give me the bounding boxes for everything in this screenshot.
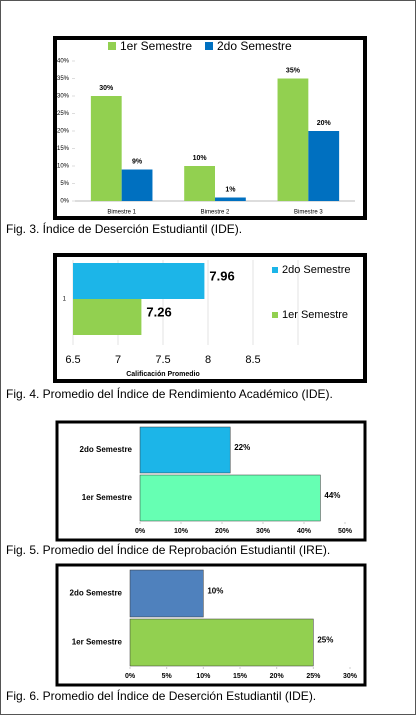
value-label: 30% bbox=[99, 85, 114, 92]
caption: Fig. 3. Índice de Deserción Estudiantil … bbox=[6, 221, 242, 236]
legend-swatch bbox=[205, 42, 213, 50]
caption: Fig. 6. Promedio del Índice de Deserción… bbox=[6, 688, 316, 703]
value-label: 10% bbox=[193, 155, 208, 162]
x-tick-label: 25% bbox=[306, 673, 321, 680]
bar bbox=[129, 618, 314, 667]
y-tick-label: 1er Semestre bbox=[72, 638, 123, 647]
x-tick-label: 6.5 bbox=[65, 354, 80, 366]
x-axis-label: Calificación Promedio bbox=[126, 371, 200, 378]
x-tick-label: Bimestre 3 bbox=[294, 210, 323, 216]
legend-label: 2do Semestre bbox=[282, 264, 350, 276]
bar bbox=[139, 426, 231, 474]
x-tick-label: 8.5 bbox=[245, 354, 260, 366]
y-tick-label: 40% bbox=[57, 59, 70, 65]
y-tick-label: 35% bbox=[57, 76, 70, 82]
value-label: 9% bbox=[132, 158, 143, 165]
bar bbox=[184, 166, 215, 201]
x-tick-label: 15% bbox=[233, 673, 248, 680]
x-tick-label: 30% bbox=[256, 528, 271, 535]
y-tick-label: 10% bbox=[57, 164, 70, 170]
x-tick-label: 40% bbox=[297, 528, 312, 535]
value-label: 7.26 bbox=[146, 304, 171, 319]
legend-swatch bbox=[272, 312, 278, 318]
bar bbox=[129, 569, 204, 618]
caption: Fig. 4. Promedio del Índice de Rendimien… bbox=[6, 386, 333, 401]
value-label: 10% bbox=[207, 587, 223, 596]
x-tick-label: 7.5 bbox=[155, 354, 170, 366]
y-tick-label: 20% bbox=[57, 129, 70, 135]
bar bbox=[215, 197, 246, 201]
value-label: 35% bbox=[286, 67, 301, 74]
y-tick-label: 1 bbox=[63, 297, 67, 303]
x-tick-label: Bimestre 1 bbox=[107, 210, 136, 216]
legend-swatch bbox=[108, 42, 116, 50]
y-tick-label: 2do Semestre bbox=[80, 445, 133, 454]
value-label: 7.96 bbox=[209, 268, 234, 283]
value-label: 1% bbox=[225, 186, 236, 193]
y-tick-label: 15% bbox=[57, 146, 70, 152]
x-tick-label: 50% bbox=[338, 528, 353, 535]
x-tick-label: Bimestre 2 bbox=[201, 210, 230, 216]
legend-label: 2do Semestre bbox=[217, 39, 292, 53]
x-tick-label: 10% bbox=[174, 528, 189, 535]
y-tick-label: 1er Semestre bbox=[82, 493, 133, 502]
x-tick-label: 0% bbox=[125, 673, 136, 680]
value-label: 20% bbox=[317, 120, 332, 127]
x-tick-label: 30% bbox=[343, 673, 358, 680]
y-tick-label: 25% bbox=[57, 111, 70, 117]
legend-swatch bbox=[272, 267, 278, 273]
y-tick-label: 2do Semestre bbox=[70, 589, 123, 598]
x-tick-label: 10% bbox=[196, 673, 211, 680]
caption: Fig. 5. Promedio del Índice de Reprobaci… bbox=[6, 542, 330, 557]
x-tick-label: 7 bbox=[115, 354, 121, 366]
y-tick-label: 5% bbox=[60, 181, 69, 187]
y-tick-label: 30% bbox=[57, 94, 70, 100]
x-tick-label: 5% bbox=[162, 673, 173, 680]
x-tick-label: 0% bbox=[135, 528, 146, 535]
x-tick-label: 8 bbox=[205, 354, 211, 366]
bar bbox=[73, 263, 205, 299]
bar bbox=[90, 96, 122, 201]
bar bbox=[308, 131, 340, 201]
bar bbox=[121, 169, 153, 201]
legend-label: 1er Semestre bbox=[282, 309, 348, 321]
y-tick-label: 0% bbox=[60, 199, 69, 205]
value-label: 44% bbox=[324, 491, 340, 500]
x-tick-label: 20% bbox=[215, 528, 230, 535]
value-label: 25% bbox=[317, 636, 333, 645]
bar bbox=[277, 78, 309, 201]
bar bbox=[73, 299, 142, 335]
bar bbox=[139, 474, 321, 522]
x-tick-label: 20% bbox=[270, 673, 285, 680]
value-label: 22% bbox=[234, 443, 250, 452]
legend-label: 1er Semestre bbox=[120, 39, 192, 53]
